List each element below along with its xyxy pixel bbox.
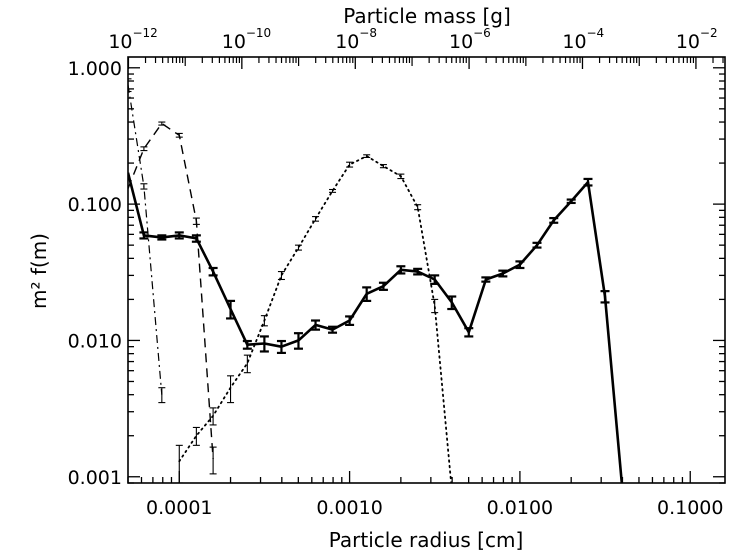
x2-tick-label-base: 10 (108, 31, 132, 53)
x-tick-label: 0.0010 (316, 497, 382, 519)
data-series (128, 78, 624, 483)
x2-axis-title: Particle mass [g] (343, 4, 511, 28)
x2-tick-label-base: 10 (676, 31, 700, 53)
series-dashed-line (128, 122, 214, 460)
x2-tick-label-base: 10 (449, 31, 473, 53)
y-tick-label: 1.000 (68, 58, 122, 80)
x-axis-title: Particle radius [cm] (329, 528, 524, 552)
plot-frame (127, 56, 726, 484)
x2-tick-label-base: 10 (335, 31, 359, 53)
x-tick-label: 0.1000 (657, 497, 723, 519)
x2-tick-label-exponent: −8 (359, 26, 377, 40)
x-tick-label: 0.0100 (487, 497, 553, 519)
x2-tick-label-exponent: −12 (132, 26, 157, 40)
x2-tick-label-base: 10 (562, 31, 586, 53)
x2-tick-label-exponent: −6 (473, 26, 491, 40)
y-tick-label: 0.100 (68, 194, 122, 216)
x2-tick-label-exponent: −4 (586, 26, 604, 40)
y-tick-label: 0.001 (68, 467, 122, 489)
series-solid-line (128, 172, 624, 483)
x-tick-label: 0.0001 (146, 497, 212, 519)
x2-tick-label-exponent: −2 (700, 26, 718, 40)
y-tick-label: 0.010 (68, 330, 122, 352)
x2-tick-label-exponent: −10 (246, 26, 271, 40)
y-axis-title: m² f(m) (27, 233, 51, 309)
x2-tick-label-base: 10 (222, 31, 246, 53)
axis-ticks (127, 57, 725, 484)
tick-labels: 0.0001 0.0010 0.0100 0.1000 0.001 0.010 0.100 1… (68, 26, 724, 519)
